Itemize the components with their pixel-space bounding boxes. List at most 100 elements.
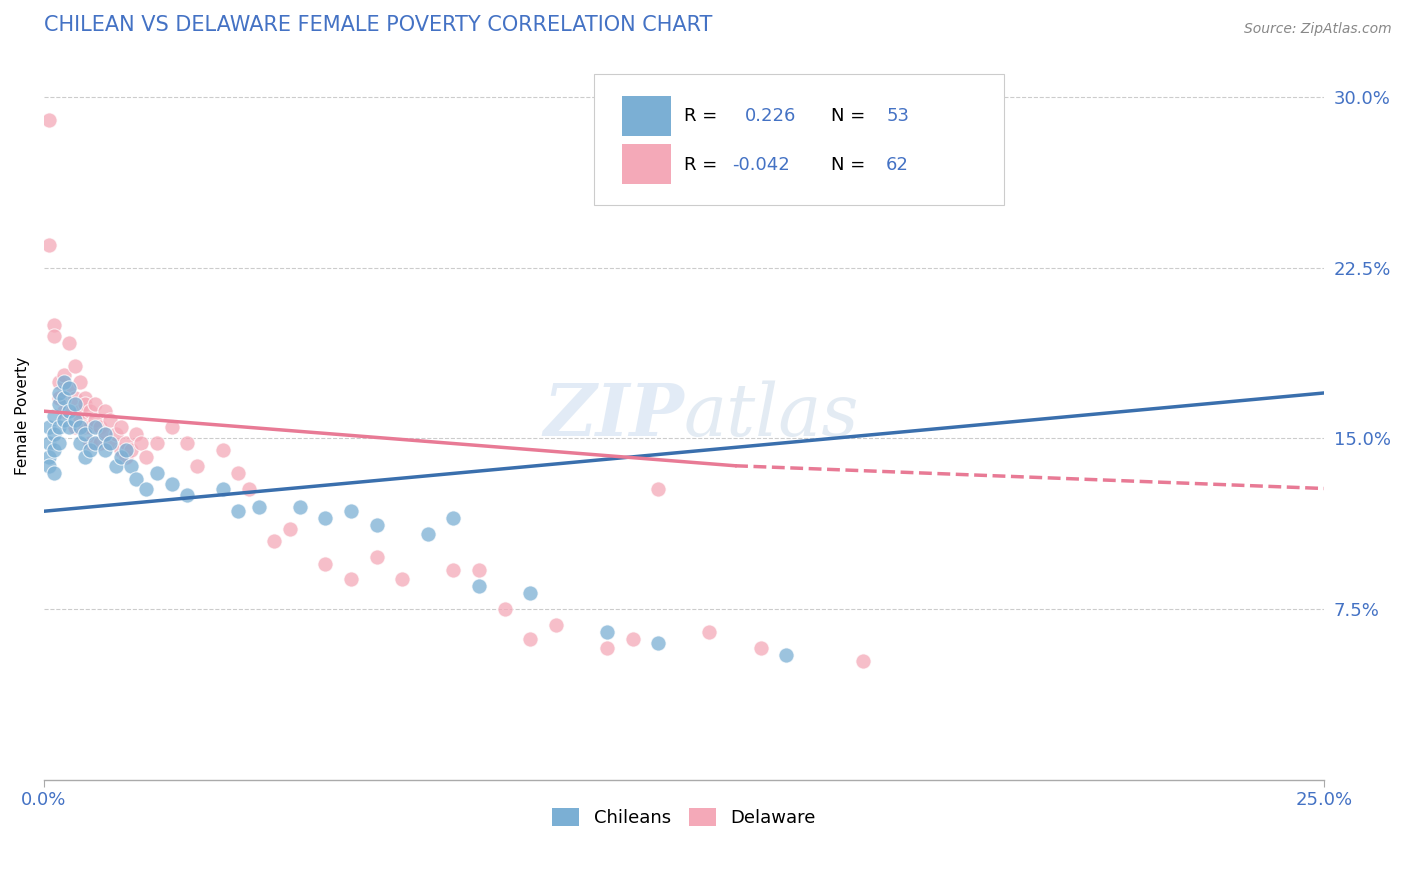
Point [247, 500, 270, 514]
Point [775, 648, 797, 662]
Point [315, 557, 337, 571]
Point [228, 504, 250, 518]
Point [519, 632, 541, 646]
Point [120, 458, 142, 473]
Point [79, 420, 101, 434]
Point [79, 436, 101, 450]
Text: Source: ZipAtlas.com: Source: ZipAtlas.com [1244, 22, 1392, 37]
Point [443, 563, 465, 577]
Point [366, 549, 388, 564]
Point [749, 640, 772, 655]
Point [110, 442, 132, 457]
Point [94, 404, 117, 418]
Point [38, 113, 60, 128]
Text: CHILEAN VS DELAWARE FEMALE POVERTY CORRELATION CHART: CHILEAN VS DELAWARE FEMALE POVERTY CORRE… [44, 15, 713, 35]
FancyBboxPatch shape [595, 74, 1004, 204]
Point [186, 458, 208, 473]
Point [38, 238, 60, 252]
Point [120, 442, 142, 457]
Point [104, 426, 127, 441]
Point [468, 579, 491, 593]
Point [73, 426, 96, 441]
Point [38, 420, 60, 434]
Text: 53: 53 [886, 107, 910, 125]
Text: N =: N = [831, 155, 872, 174]
Text: -0.042: -0.042 [733, 155, 790, 174]
Point [238, 482, 260, 496]
Point [48, 391, 70, 405]
Point [42, 442, 65, 457]
Point [288, 500, 311, 514]
Point [104, 458, 127, 473]
Point [278, 523, 301, 537]
Point [63, 420, 86, 434]
Point [53, 375, 76, 389]
Text: atlas: atlas [683, 381, 859, 451]
Text: R =: R = [683, 155, 723, 174]
Point [443, 511, 465, 525]
Point [129, 436, 152, 450]
Point [544, 618, 567, 632]
Point [340, 504, 363, 518]
Point [38, 436, 60, 450]
Point [852, 654, 875, 668]
Point [48, 397, 70, 411]
Point [48, 436, 70, 450]
Legend: Chileans, Delaware: Chileans, Delaware [543, 798, 825, 836]
Point [53, 404, 76, 418]
Point [58, 404, 80, 418]
Point [58, 381, 80, 395]
Point [212, 482, 235, 496]
Point [176, 436, 198, 450]
Point [110, 420, 132, 434]
Point [699, 624, 721, 639]
Point [160, 477, 183, 491]
Point [160, 420, 183, 434]
Text: R =: R = [683, 107, 728, 125]
Point [596, 640, 619, 655]
Point [110, 450, 132, 464]
Point [125, 472, 148, 486]
Bar [623, 145, 671, 185]
Point [94, 426, 117, 441]
Point [42, 426, 65, 441]
Point [135, 482, 157, 496]
Point [58, 420, 80, 434]
Point [89, 420, 111, 434]
Point [468, 563, 491, 577]
Point [58, 381, 80, 395]
Text: 0.226: 0.226 [745, 107, 797, 125]
Point [647, 636, 669, 650]
Point [366, 517, 388, 532]
Point [53, 368, 76, 382]
Point [63, 413, 86, 427]
Point [114, 442, 136, 457]
Bar [623, 95, 671, 136]
Point [48, 386, 70, 401]
Point [73, 450, 96, 464]
Point [79, 442, 101, 457]
Point [176, 488, 198, 502]
Point [42, 329, 65, 343]
Point [125, 426, 148, 441]
Point [38, 458, 60, 473]
Point [89, 436, 111, 450]
Y-axis label: Female Poverty: Female Poverty [15, 357, 30, 475]
Point [79, 404, 101, 418]
Point [94, 442, 117, 457]
Point [494, 602, 516, 616]
Point [100, 436, 122, 450]
Point [135, 450, 157, 464]
Point [145, 466, 167, 480]
Point [48, 375, 70, 389]
Point [73, 420, 96, 434]
Point [63, 391, 86, 405]
Point [596, 624, 619, 639]
Point [63, 397, 86, 411]
Point [114, 436, 136, 450]
Point [212, 442, 235, 457]
Point [73, 391, 96, 405]
Point [73, 397, 96, 411]
Point [69, 420, 91, 434]
Point [38, 450, 60, 464]
